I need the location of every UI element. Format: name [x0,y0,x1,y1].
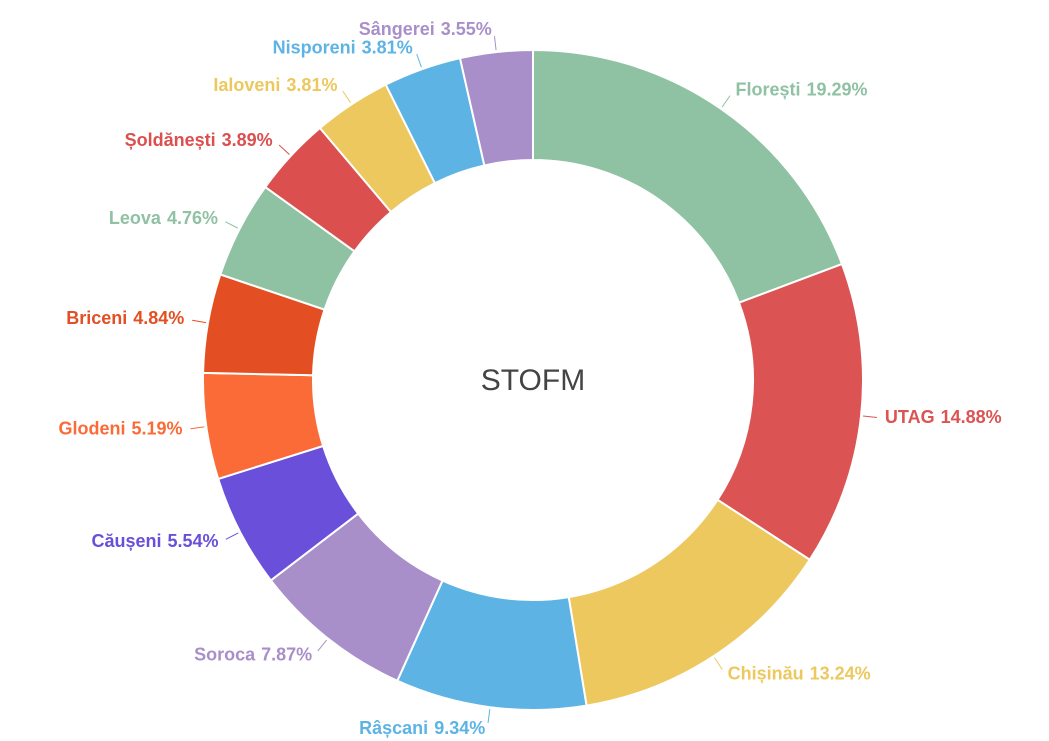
slice-label: Briceni 4.84% [66,308,184,328]
leader-line [225,221,239,229]
leader-line [721,95,731,108]
slice-value: 3.55% [441,19,492,39]
chart-title: STOFM [481,364,585,397]
leader-line [714,657,723,670]
donut-slice [458,48,534,167]
slice-value: 3.89% [222,130,273,150]
leader-line [190,426,205,430]
slice-name: Florești [735,79,800,99]
slice-name: UTAG [885,407,935,427]
slice-value: 3.81% [362,37,413,57]
slice-label: Ialoveni 3.81% [213,75,337,95]
slice-label: Florești 19.29% [735,79,867,99]
slice-value: 9.34% [434,718,485,738]
slice-name: Sângerei [359,19,435,39]
slice-label: Chișinău 13.24% [728,663,871,683]
slice-value: 7.87% [261,644,312,664]
slice-value: 14.88% [941,407,1002,427]
slice-value: 19.29% [806,79,867,99]
slice-name: Glodeni [58,418,125,438]
slice-label: Glodeni 5.19% [58,418,182,438]
slice-name: Șoldănești [125,130,216,150]
slice-name: Râșcani [359,718,428,738]
slice-label: Nisporeni 3.81% [273,37,413,57]
slice-label: Șoldănești 3.89% [125,130,273,150]
slice-value: 3.81% [286,75,337,95]
slice-name: Căușeni [91,531,161,551]
leader-line [317,639,327,652]
slice-name: Ialoveni [213,75,280,95]
slice-value: 5.19% [131,418,182,438]
leader-line [278,144,290,155]
slice-label: Leova 4.76% [109,208,218,228]
slice-name: Soroca [194,644,256,664]
slice-value: 4.84% [133,308,184,328]
slice-name: Nisporeni [273,37,356,57]
leader-line [862,415,878,418]
leader-line [225,532,239,540]
slice-name: Leova [109,208,162,228]
leader-line [192,319,207,324]
leader-line [487,709,491,724]
slice-name: Briceni [66,308,127,328]
slice-label: Râșcani 9.34% [359,718,485,738]
leader-line [493,36,497,51]
slice-label: Sângerei 3.55% [359,19,492,39]
slice-label: Soroca 7.87% [194,644,312,664]
slice-label: UTAG 14.88% [885,407,1002,427]
leader-line [416,53,422,68]
slice-value: 4.76% [167,208,218,228]
slice-value: 5.54% [167,531,218,551]
slice-label: Căușeni 5.54% [91,531,218,551]
slice-value: 13.24% [810,663,871,683]
slice-name: Chișinău [728,663,804,683]
leader-line [342,90,351,103]
donut-slice [532,48,844,305]
